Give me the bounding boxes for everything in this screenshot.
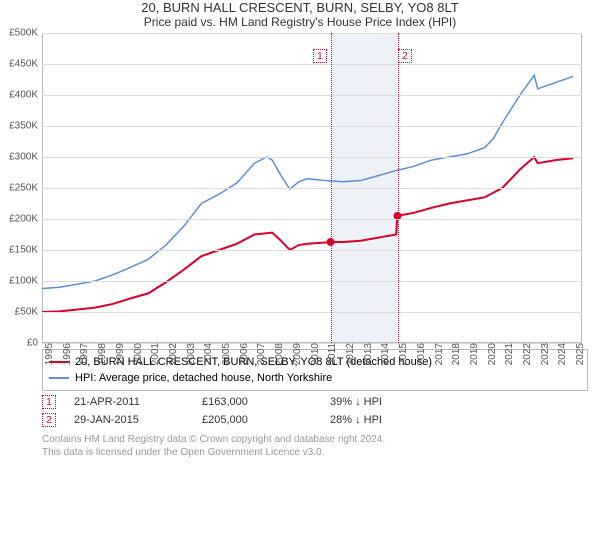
sale-marker: 2 xyxy=(42,413,56,427)
series-property xyxy=(42,157,573,312)
sale-vline xyxy=(331,33,332,343)
xtick-label: 2010 xyxy=(308,343,321,365)
footnote-line1: Contains HM Land Registry data © Crown c… xyxy=(42,433,588,446)
sale-row: 1 21-APR-2011 £163,000 39% ↓ HPI xyxy=(42,395,588,409)
sale-vline xyxy=(398,33,399,343)
xtick-label: 1997 xyxy=(77,343,90,365)
ytick-label: £50K xyxy=(15,307,42,318)
footnote-line2: This data is licensed under the Open Gov… xyxy=(42,446,588,459)
xtick-label: 2021 xyxy=(502,343,515,365)
ytick-label: £400K xyxy=(9,90,42,101)
gridline-y xyxy=(42,188,582,189)
ytick-label: £0 xyxy=(27,338,42,349)
sale-pct: 28% ↓ HPI xyxy=(330,414,450,426)
page-title: 20, BURN HALL CRESCENT, BURN, SELBY, YO8… xyxy=(0,0,600,15)
xtick-label: 1996 xyxy=(60,343,73,365)
sale-date: 21-APR-2011 xyxy=(74,396,184,408)
gridline-y xyxy=(42,312,582,313)
footnote: Contains HM Land Registry data © Crown c… xyxy=(42,433,588,459)
xtick-label: 2024 xyxy=(555,343,568,365)
xtick-label: 2006 xyxy=(237,343,250,365)
sale-marker-on-chart: 1 xyxy=(313,49,327,63)
gridline-y xyxy=(42,157,582,158)
xtick-label: 2015 xyxy=(396,343,409,365)
xtick-label: 2007 xyxy=(254,343,267,365)
sales-table: 1 21-APR-2011 £163,000 39% ↓ HPI 2 29-JAN-201… xyxy=(0,395,600,427)
page-subtitle: Price paid vs. HM Land Registry's House … xyxy=(0,15,600,29)
ytick-label: £350K xyxy=(9,121,42,132)
xtick-label: 1995 xyxy=(42,343,55,365)
xtick-label: 2018 xyxy=(449,343,462,365)
ytick-label: £100K xyxy=(9,276,42,287)
xtick-label: 2001 xyxy=(148,343,161,365)
legend-label-hpi: HPI: Average price, detached house, Nort… xyxy=(75,372,332,384)
gridline-y xyxy=(42,281,582,282)
legend-row-hpi: HPI: Average price, detached house, Nort… xyxy=(49,370,581,386)
ytick-label: £300K xyxy=(9,152,42,163)
xtick-label: 2009 xyxy=(290,343,303,365)
xtick-label: 2008 xyxy=(272,343,285,365)
ytick-label: £250K xyxy=(9,183,42,194)
xtick-label: 2002 xyxy=(166,343,179,365)
xtick-label: 2000 xyxy=(131,343,144,365)
xtick-label: 2019 xyxy=(467,343,480,365)
series-hpi xyxy=(42,75,573,288)
xtick-label: 2017 xyxy=(432,343,445,365)
ytick-label: £450K xyxy=(9,59,42,70)
xtick-label: 2003 xyxy=(184,343,197,365)
xtick-label: 2014 xyxy=(378,343,391,365)
gridline-y xyxy=(42,126,582,127)
xtick-label: 1998 xyxy=(95,343,108,365)
sale-date: 29-JAN-2015 xyxy=(74,414,184,426)
legend-swatch-hpi xyxy=(49,377,69,379)
sale-marker: 1 xyxy=(42,395,56,409)
xtick-label: 1999 xyxy=(113,343,126,365)
gridline-y xyxy=(42,64,582,65)
gridline-y xyxy=(42,250,582,251)
xtick-label: 2005 xyxy=(219,343,232,365)
sale-marker-on-chart: 2 xyxy=(398,49,412,63)
ytick-label: £150K xyxy=(9,245,42,256)
price-chart: £0£50K£100K£150K£200K£250K£300K£350K£400… xyxy=(42,33,582,343)
xtick-label: 2013 xyxy=(361,343,374,365)
gridline-y xyxy=(42,219,582,220)
sale-price: £205,000 xyxy=(202,414,312,426)
gridline-y xyxy=(42,33,582,34)
xtick-label: 2012 xyxy=(343,343,356,365)
ytick-label: £500K xyxy=(9,28,42,39)
xtick-label: 2025 xyxy=(573,343,586,365)
xtick-label: 2022 xyxy=(520,343,533,365)
xtick-label: 2011 xyxy=(325,343,338,365)
sale-pct: 39% ↓ HPI xyxy=(330,396,450,408)
gridline-y xyxy=(42,95,582,96)
xtick-label: 2004 xyxy=(201,343,214,365)
sale-price: £163,000 xyxy=(202,396,312,408)
ytick-label: £200K xyxy=(9,214,42,225)
xtick-label: 2020 xyxy=(485,343,498,365)
xtick-label: 2023 xyxy=(538,343,551,365)
xtick-label: 2016 xyxy=(414,343,427,365)
sale-row: 2 29-JAN-2015 £205,000 28% ↓ HPI xyxy=(42,413,588,427)
